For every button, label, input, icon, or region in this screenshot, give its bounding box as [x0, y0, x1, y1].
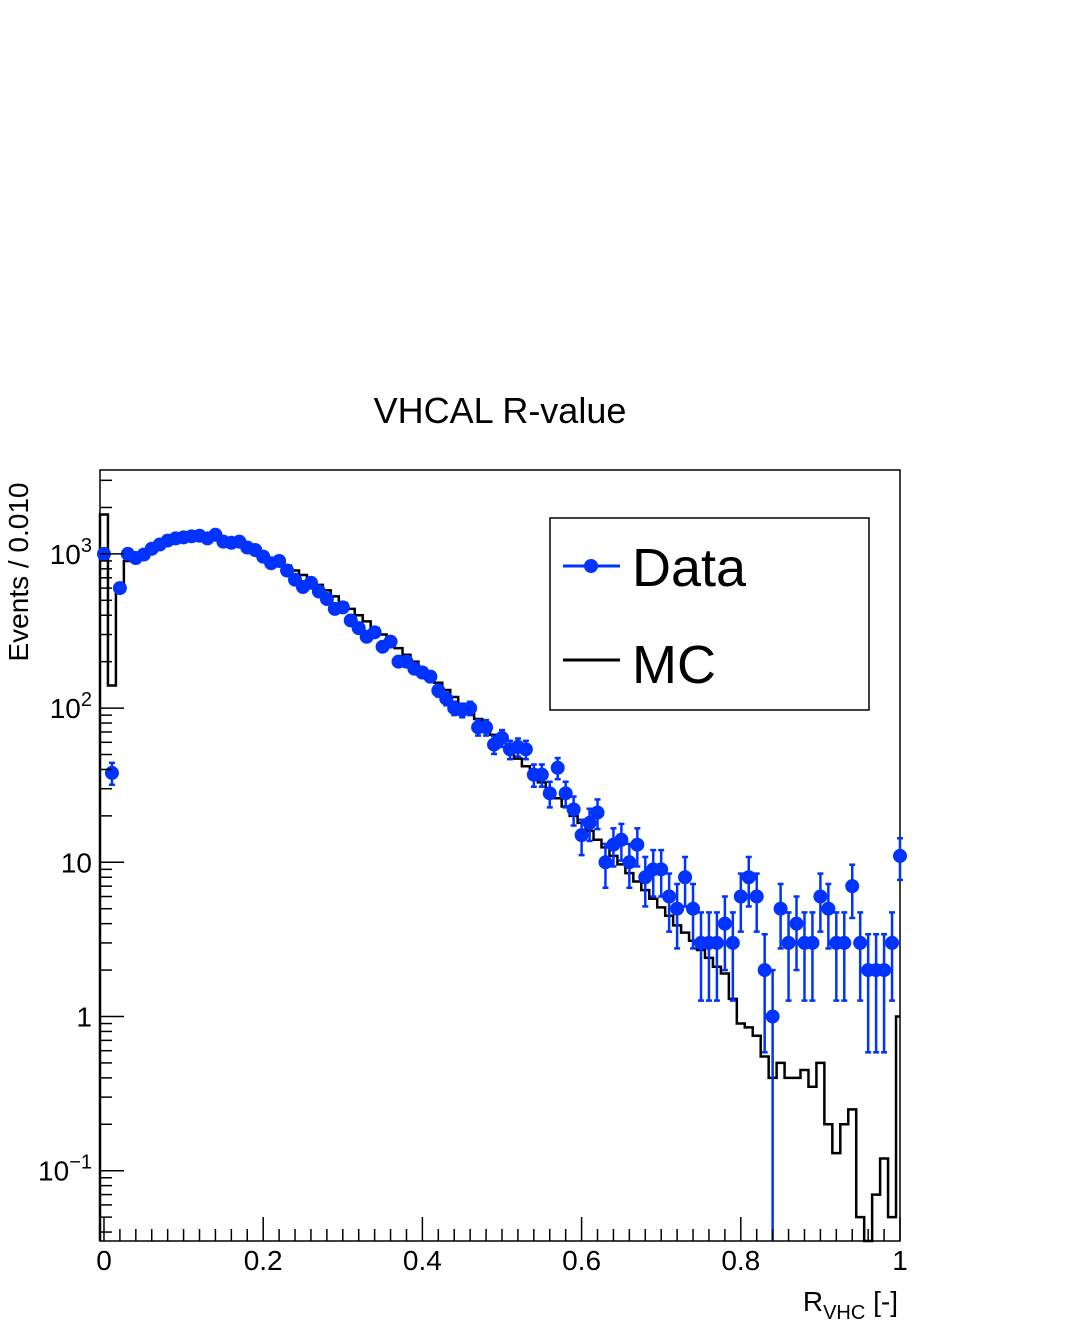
x-tick-label: 0.2	[244, 1245, 283, 1276]
y-tick-label: 10	[61, 847, 92, 878]
data-point	[319, 591, 334, 606]
data-point	[765, 1009, 780, 1024]
data-point	[550, 760, 565, 775]
data-point	[280, 563, 295, 578]
data-point	[479, 720, 494, 735]
data-point	[717, 916, 732, 931]
data-point	[781, 935, 796, 950]
data-point	[749, 889, 764, 904]
data-point	[893, 848, 907, 863]
x-axis-label-main: R	[803, 1286, 823, 1317]
x-tick-label: 1	[892, 1245, 908, 1276]
axes-layer: 0 0.2 0.4 0.6 0.8 1 10−1 1 10 102 103	[38, 479, 908, 1276]
x-axis-label-sub: VHC	[823, 1302, 865, 1324]
data-point	[423, 669, 438, 684]
data-points-layer	[96, 527, 907, 1241]
data-point	[335, 600, 350, 615]
data-point	[741, 870, 756, 885]
data-point	[383, 634, 398, 649]
x-axis-label: RVHC [-]	[803, 1286, 898, 1324]
data-point	[733, 889, 748, 904]
x-tick-label: 0.6	[562, 1245, 601, 1276]
x-tick-label: 0.4	[403, 1245, 442, 1276]
data-point	[853, 935, 868, 950]
data-point	[813, 889, 828, 904]
x-tick-label: 0	[96, 1245, 112, 1276]
data-point	[686, 901, 701, 916]
data-point	[654, 862, 669, 877]
y-tick-label: 103	[50, 535, 92, 570]
data-point	[885, 935, 900, 950]
data-point	[272, 553, 287, 568]
data-point	[104, 765, 119, 780]
data-point	[439, 691, 454, 706]
data-point	[670, 901, 685, 916]
data-point	[805, 935, 820, 950]
data-point	[566, 802, 581, 817]
legend-mc-label: MC	[632, 635, 716, 695]
data-point	[622, 855, 637, 870]
data-point	[590, 805, 605, 820]
legend: Data MC	[549, 517, 870, 711]
legend-data-label: Data	[632, 538, 747, 598]
data-point	[558, 786, 573, 801]
y-tick-label: 10−1	[38, 1152, 92, 1187]
data-point	[630, 837, 645, 852]
x-axis-label-suffix: [-]	[865, 1286, 898, 1317]
data-point	[789, 916, 804, 931]
data-point	[598, 855, 613, 870]
data-point	[614, 832, 629, 847]
data-point	[845, 879, 860, 894]
data-point	[518, 742, 533, 757]
y-tick-label: 1	[76, 1001, 92, 1032]
data-point	[757, 963, 772, 978]
data-point	[367, 625, 382, 640]
data-point	[463, 701, 478, 716]
data-point	[112, 581, 127, 596]
data-point	[574, 828, 589, 843]
data-point	[662, 889, 677, 904]
legend-data-marker	[584, 559, 598, 573]
data-point	[877, 963, 892, 978]
data-point	[582, 815, 597, 830]
x-tick-label: 0.8	[721, 1245, 760, 1276]
data-point	[678, 870, 693, 885]
chart-title: VHCAL R-value	[374, 390, 627, 431]
data-point	[494, 730, 509, 745]
y-axis-label: Events / 0.010	[3, 482, 34, 661]
data-point	[534, 767, 549, 782]
data-point	[725, 935, 740, 950]
data-point	[837, 935, 852, 950]
y-tick-label: 102	[50, 689, 92, 724]
legend-box	[549, 517, 870, 711]
data-point	[821, 901, 836, 916]
data-point	[709, 935, 724, 950]
data-point	[542, 786, 557, 801]
data-point	[773, 901, 788, 916]
